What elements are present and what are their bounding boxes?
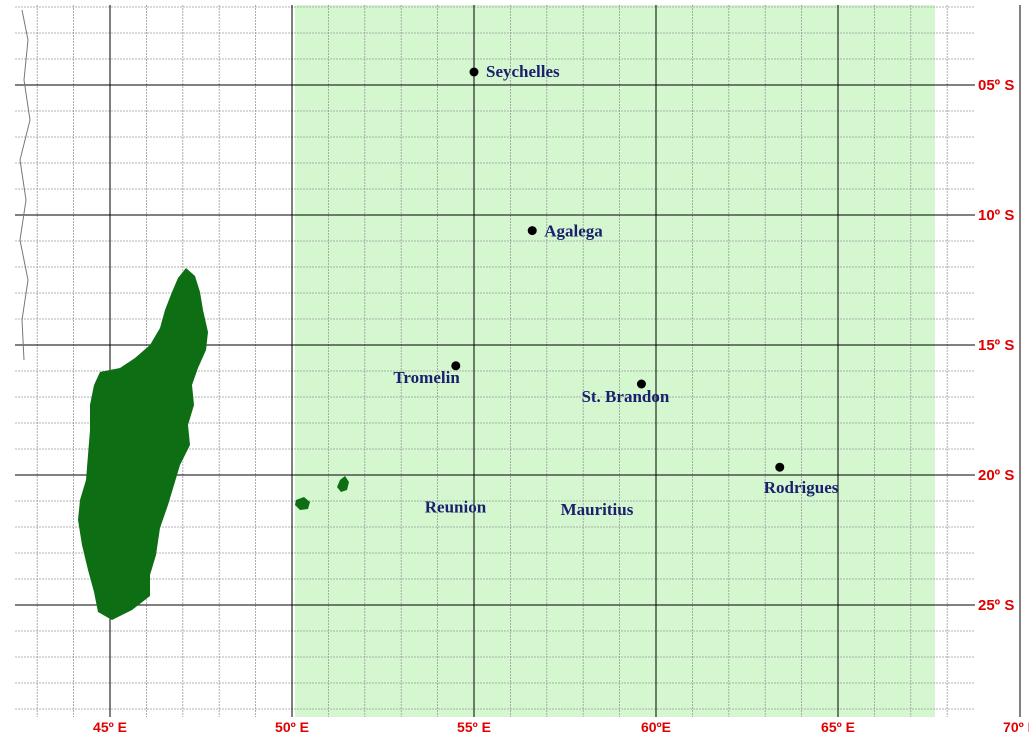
- place-labels: SeychellesDiego GarciaAgalegaTromelinSt.…: [393, 62, 839, 519]
- rodrigues-label[interactable]: Rodrigues: [764, 478, 839, 497]
- longitude-tick-label: 70º E: [1003, 719, 1029, 735]
- longitude-tick-label: 65º E: [821, 719, 855, 735]
- longitude-tick-label: 45º E: [93, 719, 127, 735]
- agalega-label[interactable]: Agalega: [544, 222, 603, 241]
- latitude-tick-label: 05º S: [978, 77, 1014, 94]
- seychelles-label[interactable]: Seychelles: [486, 62, 560, 81]
- mauritius-island: [337, 476, 349, 492]
- reunion-island: [295, 497, 310, 510]
- st-brandon-label[interactable]: St. Brandon: [581, 387, 669, 406]
- africa-coastline: [19, 9, 31, 361]
- seychelles-marker[interactable]: [469, 67, 479, 77]
- rodrigues-marker[interactable]: [775, 462, 785, 472]
- longitude-tick-label: 60ºE: [641, 719, 671, 735]
- agalega-marker[interactable]: [527, 226, 537, 236]
- tromelin-marker[interactable]: [451, 361, 461, 371]
- mauritius-label[interactable]: Mauritius: [561, 500, 634, 519]
- latitude-tick-label: 10º S: [978, 207, 1014, 224]
- st-brandon-marker[interactable]: [636, 379, 646, 389]
- latitude-tick-label: 25º S: [978, 597, 1014, 614]
- latitude-tick-label: 15º S: [978, 337, 1014, 354]
- longitude-tick-label: 55º E: [457, 719, 491, 735]
- place-markers: [451, 67, 785, 472]
- latitude-axis: 05º S 10º S 15º S 20º S 25º S: [978, 77, 1014, 614]
- longitude-tick-label: 50º E: [275, 719, 309, 735]
- highlight-zone: [295, 5, 935, 717]
- tromelin-label[interactable]: Tromelin: [393, 368, 460, 387]
- latitude-tick-label: 20º S: [978, 467, 1014, 484]
- reunion-label[interactable]: Reunion: [425, 498, 487, 517]
- madagascar-island: [78, 268, 208, 620]
